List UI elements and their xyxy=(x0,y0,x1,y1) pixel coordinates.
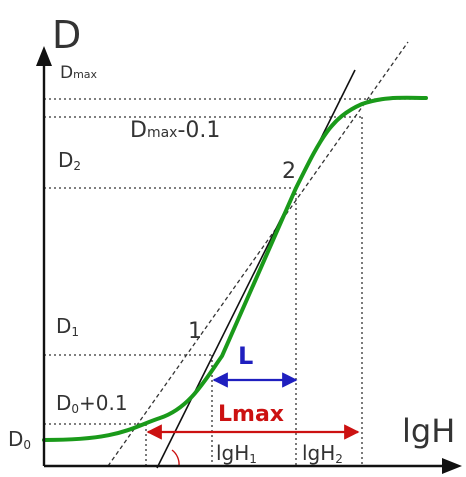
label-dmax: Dmax xyxy=(60,63,98,83)
x-axis-arrow-icon xyxy=(442,458,462,474)
label-d0: D0 xyxy=(8,427,31,452)
point-2-label: 2 xyxy=(282,159,296,184)
x-axis-title: lgH xyxy=(402,412,455,450)
point-1-label: 1 xyxy=(188,319,202,344)
vertical-guides xyxy=(145,117,363,466)
Lmax-label: Lmax xyxy=(218,402,284,427)
characteristic-curve xyxy=(42,95,428,442)
secant-line xyxy=(107,41,409,467)
L-label: L xyxy=(238,342,253,370)
axes xyxy=(42,60,448,468)
label-d2: D2 xyxy=(58,148,81,173)
lgh1-label: lgH1 xyxy=(216,441,257,466)
horizontal-guides xyxy=(44,98,426,425)
slope-angle-arc xyxy=(171,449,180,467)
y-axis-arrow-icon xyxy=(36,46,52,66)
lgh2-label: lgH2 xyxy=(302,441,343,466)
label-d0-plus: D0+0.1 xyxy=(56,391,128,416)
label-dmax-minus: Dmax-0.1 xyxy=(130,118,220,143)
y-axis-title: D xyxy=(52,13,81,57)
label-d1: D1 xyxy=(56,314,79,339)
